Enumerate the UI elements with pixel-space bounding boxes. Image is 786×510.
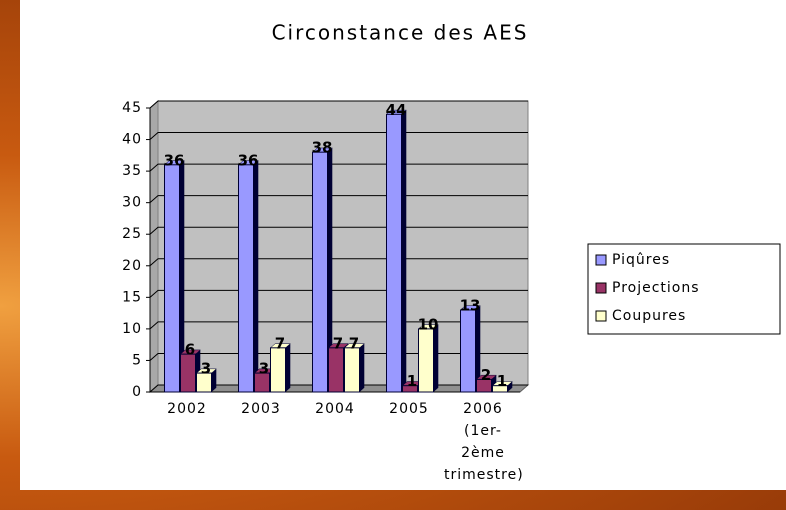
legend-label: Projections	[612, 280, 700, 296]
bar-side	[433, 324, 439, 392]
legend-label: Coupures	[612, 308, 686, 324]
data-label: 1	[497, 372, 507, 390]
bar	[270, 347, 286, 393]
bar-side	[359, 343, 365, 392]
data-label: 6	[185, 341, 195, 359]
bar	[402, 385, 418, 393]
y-tick-label: 5	[132, 352, 142, 368]
data-label: 36	[164, 151, 185, 169]
data-label: 44	[386, 101, 407, 119]
legend-swatch	[595, 254, 607, 266]
data-label: 3	[201, 360, 211, 378]
bar	[328, 347, 344, 393]
bar	[386, 113, 402, 393]
bar	[312, 151, 328, 393]
bar	[180, 353, 196, 393]
y-tick-label: 35	[122, 163, 142, 179]
y-tick-label: 45	[122, 100, 142, 116]
y-tick-label: 40	[122, 132, 142, 148]
data-label: 7	[275, 334, 285, 352]
data-label: 36	[238, 151, 259, 169]
bar	[460, 309, 476, 393]
x-tick-label: 2006 (1er-2ème trimestre)	[444, 401, 524, 483]
bar-side	[327, 147, 333, 392]
y-tick-label: 25	[122, 226, 142, 242]
chart-panel: Circonstance des AES 0 5 10 15 20 25 30 35 40 45 3…	[20, 0, 786, 490]
chart-title: Circonstance des AES	[272, 21, 529, 45]
data-label: 38	[312, 139, 333, 157]
data-label: 13	[460, 296, 481, 314]
y-tick-label: 15	[122, 289, 142, 305]
bar-side	[475, 305, 481, 392]
bar	[238, 164, 254, 393]
x-tick-label: 2005	[389, 401, 429, 417]
legend-swatch	[595, 310, 607, 322]
bar	[254, 372, 270, 393]
grid-line	[149, 100, 528, 109]
x-tick-label: 2003	[241, 401, 281, 417]
bar-side	[285, 343, 291, 392]
bar-side	[179, 160, 185, 392]
bar-side	[507, 381, 513, 392]
y-tick-label: 10	[122, 321, 142, 337]
data-label: 7	[349, 334, 359, 352]
bar-side	[253, 160, 259, 392]
bar-side	[401, 110, 407, 392]
data-label: 2	[481, 366, 491, 384]
bar	[418, 328, 434, 393]
legend-label: Piqûres	[612, 252, 670, 268]
y-tick-label: 30	[122, 195, 142, 211]
y-tick-label: 20	[122, 258, 142, 274]
data-label: 3	[259, 360, 269, 378]
y-tick-label: 0	[132, 384, 142, 400]
data-label: 7	[333, 334, 343, 352]
bar	[344, 347, 360, 393]
x-tick-label: 2004	[315, 401, 355, 417]
bar	[492, 385, 508, 393]
data-label: 1	[407, 372, 417, 390]
legend-box	[587, 243, 781, 335]
chart: Circonstance des AES 0 5 10 15 20 25 30 35 40 45 3…	[122, 21, 781, 400]
bar	[196, 372, 212, 393]
bar	[164, 164, 180, 393]
data-label: 10	[418, 315, 439, 333]
x-tick-label: 2002	[167, 401, 207, 417]
legend-swatch	[595, 282, 607, 294]
bar	[476, 378, 492, 393]
side-wall	[149, 99, 159, 394]
bar-side	[211, 368, 217, 392]
